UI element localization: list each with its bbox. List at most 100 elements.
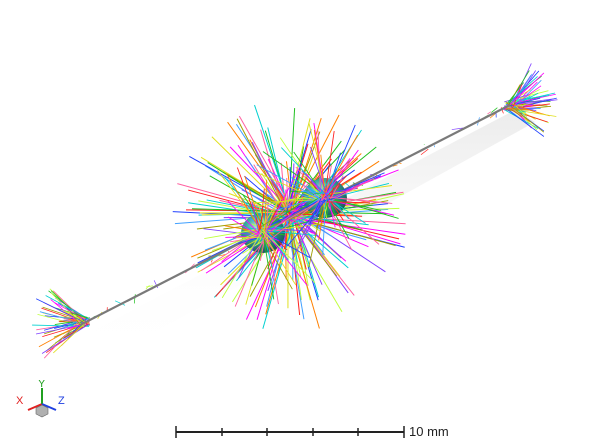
strand xyxy=(261,231,297,286)
scale-bar-label: 10 mm xyxy=(409,424,449,439)
strand xyxy=(256,164,321,200)
strand xyxy=(218,254,226,257)
axis-triad: X Y Z xyxy=(16,380,65,418)
strand xyxy=(261,229,316,284)
strand xyxy=(236,118,288,216)
strand xyxy=(326,201,329,219)
strand xyxy=(510,108,523,118)
strand xyxy=(227,216,262,238)
strand xyxy=(510,85,542,109)
strand xyxy=(242,237,269,254)
strand xyxy=(327,198,382,211)
strand xyxy=(286,216,320,329)
strand xyxy=(512,74,532,104)
strand xyxy=(252,198,323,204)
strand xyxy=(291,213,369,248)
strand xyxy=(321,134,359,199)
strand xyxy=(289,217,367,241)
strand xyxy=(320,149,359,201)
strand xyxy=(294,217,341,277)
strand xyxy=(54,302,86,320)
strand xyxy=(503,72,545,111)
strand xyxy=(226,173,263,234)
strand xyxy=(274,197,326,228)
strand xyxy=(234,230,268,307)
strand xyxy=(248,234,265,238)
strand xyxy=(292,215,369,226)
strand xyxy=(266,215,290,307)
strand xyxy=(510,94,550,102)
strand xyxy=(300,190,329,195)
strand xyxy=(300,215,305,217)
strand xyxy=(262,218,295,329)
strand xyxy=(219,199,290,217)
strand xyxy=(320,154,326,198)
strand xyxy=(41,323,90,354)
strand xyxy=(372,179,375,181)
strand xyxy=(507,105,523,117)
strand xyxy=(222,237,268,289)
strand xyxy=(329,185,393,195)
strand xyxy=(221,231,262,299)
strand xyxy=(309,198,322,225)
strand xyxy=(258,213,264,231)
strand xyxy=(511,106,538,131)
strand xyxy=(317,130,321,195)
strand xyxy=(114,300,126,306)
strand xyxy=(70,312,90,319)
strand xyxy=(505,101,545,133)
strand xyxy=(249,217,294,297)
strand xyxy=(69,311,82,327)
strand xyxy=(236,167,263,234)
strand xyxy=(227,200,262,237)
strand xyxy=(43,318,82,359)
strand xyxy=(63,324,87,339)
strand xyxy=(301,170,327,195)
strand xyxy=(286,199,327,247)
axis-cube-icon xyxy=(35,404,49,418)
strand xyxy=(244,175,264,233)
strand xyxy=(145,284,150,290)
strand xyxy=(324,175,348,199)
strand xyxy=(291,163,295,212)
wet-strands-front xyxy=(197,123,399,307)
strand xyxy=(508,70,530,104)
strand xyxy=(420,148,429,156)
strand xyxy=(323,201,370,204)
strand xyxy=(261,229,275,300)
strand xyxy=(324,196,399,219)
strand xyxy=(324,131,335,194)
strand xyxy=(491,107,498,113)
strand xyxy=(264,169,299,236)
strand xyxy=(260,233,293,290)
strand xyxy=(294,215,325,256)
strand xyxy=(511,79,542,111)
strand xyxy=(238,236,261,245)
strand xyxy=(191,208,289,213)
strand xyxy=(315,202,329,229)
strand xyxy=(235,236,262,239)
strand xyxy=(288,216,295,258)
strand xyxy=(212,233,261,252)
strand xyxy=(512,103,550,109)
strand xyxy=(251,201,260,236)
strand xyxy=(310,146,330,203)
strand xyxy=(323,193,350,239)
strand xyxy=(329,199,344,221)
strand xyxy=(264,199,321,229)
strand xyxy=(308,194,325,268)
strand xyxy=(320,196,342,203)
x-axis-label: X xyxy=(16,395,24,407)
scale-bar-graphic xyxy=(175,426,405,438)
strand xyxy=(145,285,153,288)
strand xyxy=(328,198,366,224)
scale-bar: 10 mm xyxy=(170,420,470,442)
strand xyxy=(267,230,318,236)
strand xyxy=(253,170,326,203)
strand xyxy=(258,210,287,229)
strand xyxy=(265,202,269,236)
strand xyxy=(506,108,529,110)
z-axis-label: Z xyxy=(58,395,65,407)
strand xyxy=(266,200,279,229)
